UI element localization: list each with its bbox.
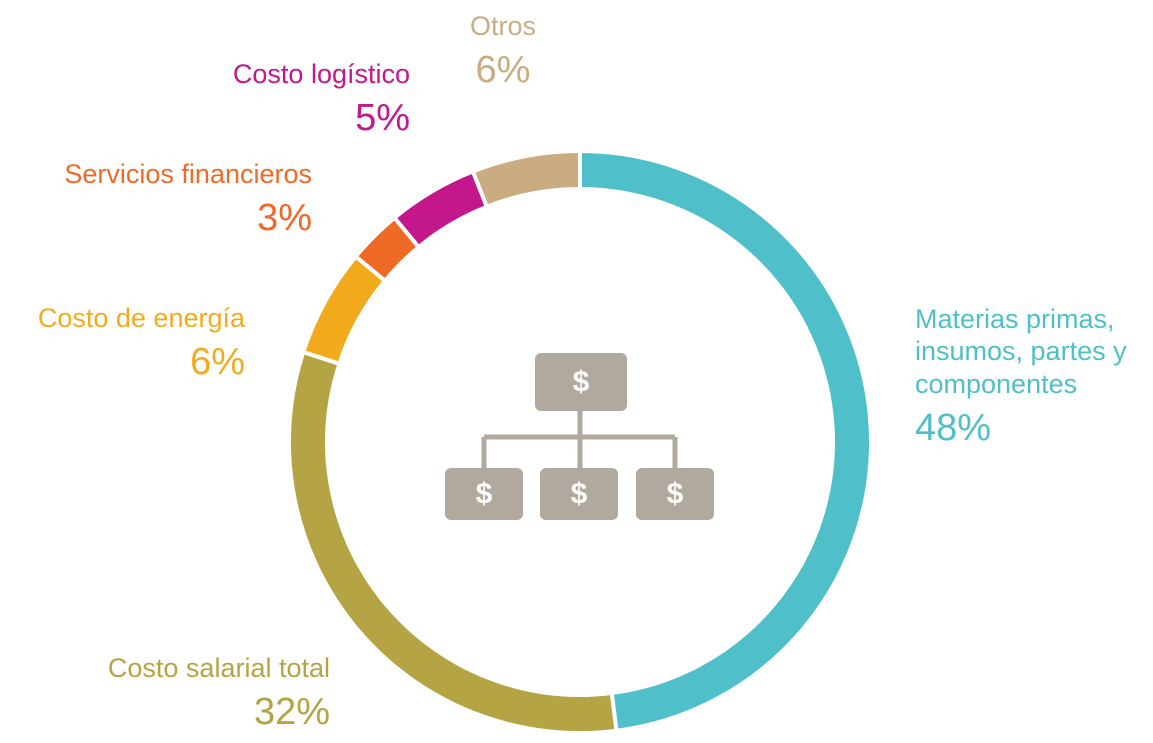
- value-label: 48%: [915, 407, 992, 450]
- icon-box: [540, 468, 618, 520]
- icon-box: [636, 468, 714, 520]
- icon-box: [445, 468, 523, 520]
- donut-segment: [391, 168, 490, 250]
- slice-label: Materias primas, insumos, partes y compo…: [915, 303, 1153, 452]
- category-label: Servicios financieros: [64, 159, 312, 189]
- donut-segment: [470, 148, 582, 210]
- icon-box: [535, 353, 627, 411]
- category-label: Costo de energía: [37, 303, 245, 333]
- icon-connector: [481, 411, 678, 468]
- slice-label: Costo salarial total 32%: [108, 652, 330, 736]
- icon-symbol: $: [476, 478, 493, 511]
- value-label: 6%: [475, 49, 531, 92]
- slice-label: Costo logístico 5%: [233, 58, 410, 142]
- category-label: Materias primas, insumos, partes y compo…: [915, 304, 1127, 399]
- value-label: 32%: [253, 691, 330, 734]
- center-icon: $ $ $ $: [445, 353, 714, 520]
- value-label: 3%: [257, 197, 312, 240]
- icon-symbol: $: [573, 366, 590, 399]
- icon-symbol: $: [571, 478, 588, 511]
- value-label: 5%: [355, 97, 410, 140]
- slice-label: Costo de energía 6%: [38, 302, 245, 386]
- donut-segment: [578, 148, 873, 733]
- slice-label: Servicios financieros 3%: [64, 158, 312, 242]
- category-label: Costo logístico: [232, 59, 410, 89]
- icon-symbol: $: [667, 478, 684, 511]
- value-label: 6%: [190, 341, 245, 384]
- category-label: Otros: [469, 11, 537, 41]
- slice-label: Otros 6%: [470, 10, 536, 94]
- category-label: Costo salarial total: [107, 653, 330, 683]
